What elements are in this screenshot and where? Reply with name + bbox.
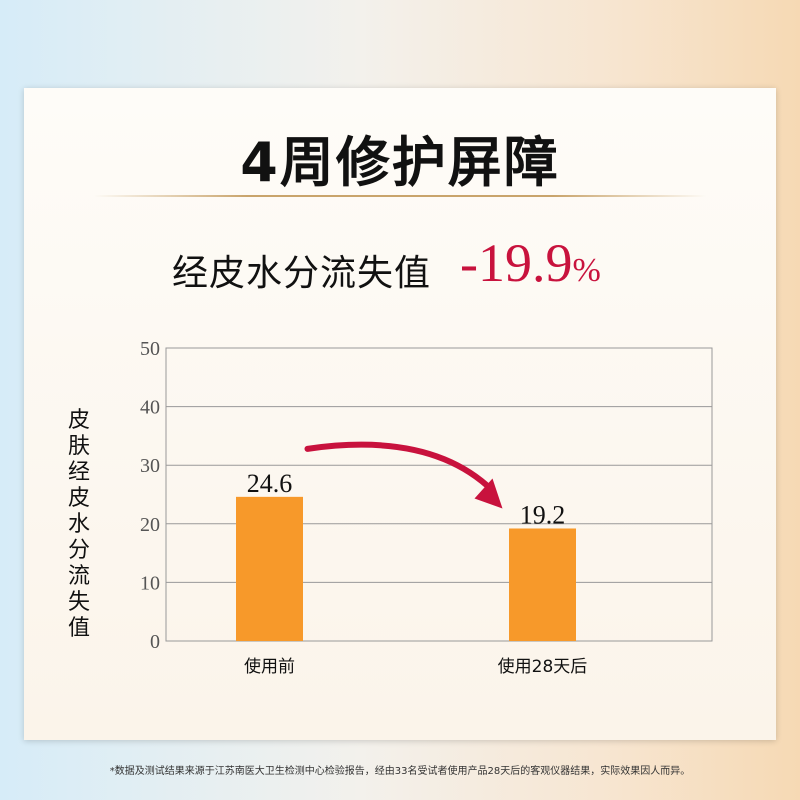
bar: [509, 528, 576, 641]
trend-arrow: [304, 441, 496, 494]
x-tick-label: 使用28天后: [498, 656, 588, 677]
metric-label: 经皮水分流失值: [172, 253, 432, 294]
y-tick-label: 0: [150, 631, 160, 653]
metric-unit: %: [572, 252, 601, 289]
data-label: 19.2: [520, 500, 566, 529]
metric-value: -19.9%: [460, 232, 601, 294]
footnote: *数据及测试结果来源于江苏南医大卫生检测中心检验报告，经由33名受试者使用产品2…: [109, 766, 691, 777]
title-divider: [94, 195, 706, 197]
y-tick-label: 50: [140, 338, 160, 360]
y-tick-label: 40: [140, 397, 160, 419]
y-tick-label: 30: [140, 455, 160, 477]
plot-frame: [165, 347, 713, 642]
y-tick-label: 10: [140, 572, 160, 594]
data-label: 24.6: [247, 469, 293, 498]
trend-arrow-head: [474, 478, 503, 509]
bar: [236, 496, 303, 641]
metric-number: -19.9: [460, 233, 573, 293]
y-tick-label: 20: [140, 514, 160, 536]
y-axis-label: 皮肤经皮水分流失值: [67, 408, 90, 641]
page-title: 4周修护屏障: [240, 131, 560, 194]
x-tick-label: 使用前: [244, 656, 295, 677]
